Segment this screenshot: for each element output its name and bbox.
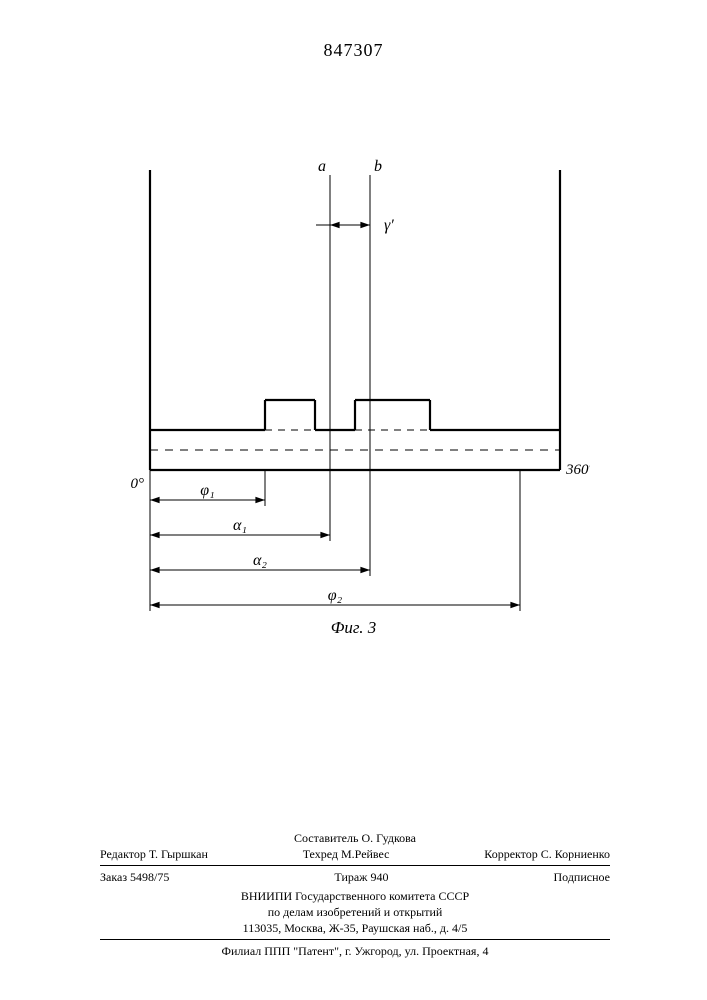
org-block: ВНИИПИ Государственного комитета СССР по…	[100, 888, 610, 937]
svg-text:α₁: α₁	[233, 517, 247, 534]
divider-1	[100, 865, 610, 866]
colophon: Составитель О. Гудкова Редактор Т. Гыршк…	[100, 830, 610, 959]
print-row: Заказ 5498/75 Тираж 940 Подписное	[100, 869, 610, 885]
svg-text:γ′: γ′	[384, 217, 394, 234]
figure-caption: Фиг. 3	[0, 618, 707, 638]
svg-text:φ₂: φ₂	[328, 587, 343, 604]
circulation: Тираж 940	[334, 869, 388, 885]
svg-text:0°: 0°	[131, 476, 145, 492]
svg-text:b: b	[374, 158, 382, 175]
figure-diagram: a b γ′ 0° 360° φ₁ α₁ α₂ φ₂	[120, 150, 590, 620]
svg-text:φ₁: φ₁	[200, 482, 214, 499]
compiler-line: Составитель О. Гудкова	[100, 830, 610, 846]
svg-text:α₂: α₂	[253, 552, 267, 569]
org-line-1: ВНИИПИ Государственного комитета СССР	[100, 888, 610, 904]
editor: Редактор Т. Гыршкан	[100, 846, 208, 862]
org-line-2: по делам изобретений и открытий	[100, 904, 610, 920]
techred: Техред М.Рейвес	[303, 846, 390, 862]
corrector: Корректор С. Корниенко	[484, 846, 610, 862]
svg-text:a: a	[318, 158, 326, 175]
subscription: Подписное	[554, 869, 611, 885]
credits-row: Редактор Т. Гыршкан Техред М.Рейвес Корр…	[100, 846, 610, 862]
svg-text:360°: 360°	[565, 462, 590, 478]
address: 113035, Москва, Ж-35, Раушская наб., д. …	[100, 920, 610, 936]
order: Заказ 5498/75	[100, 869, 169, 885]
divider-2	[100, 939, 610, 940]
branch: Филиал ППП "Патент", г. Ужгород, ул. Про…	[100, 943, 610, 959]
patent-number: 847307	[0, 40, 707, 61]
